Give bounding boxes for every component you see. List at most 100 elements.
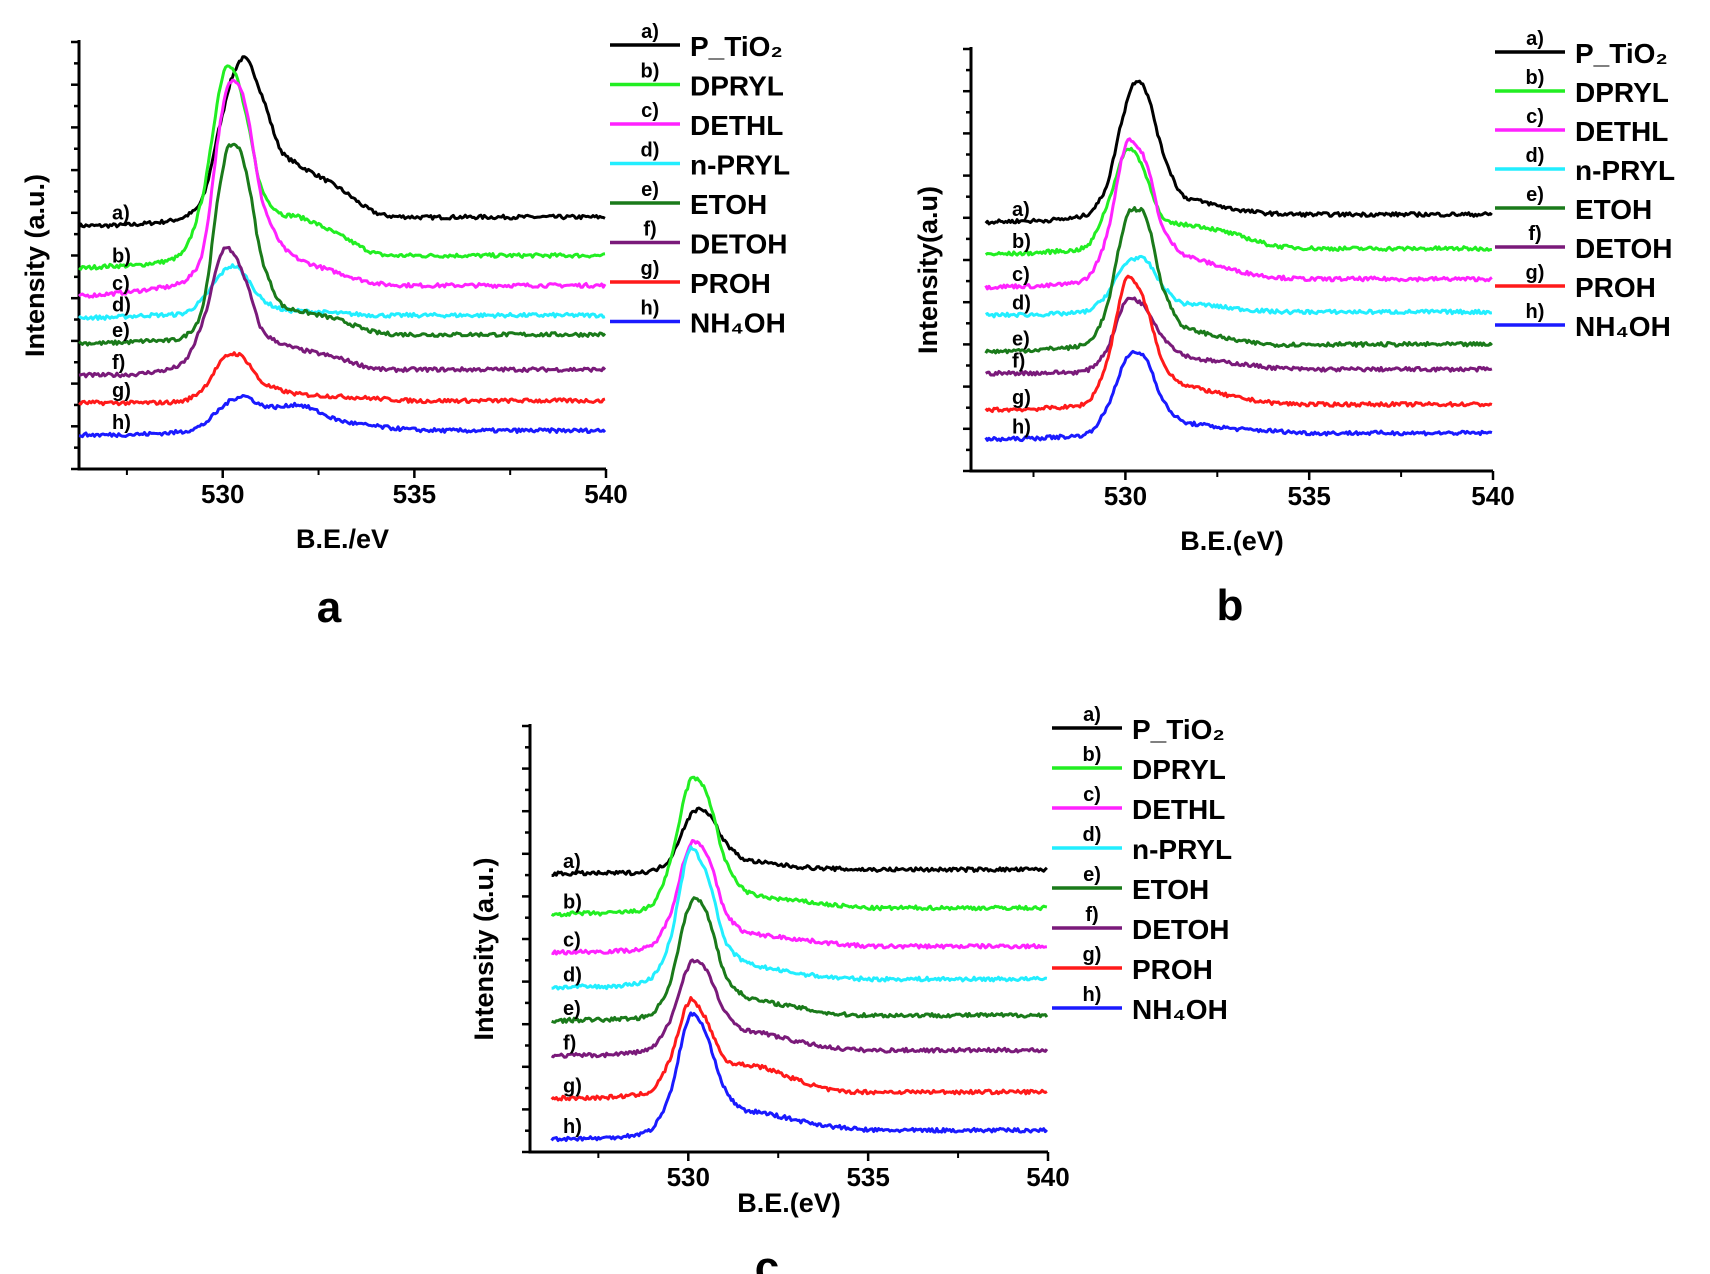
curve-tag: h) [563, 1116, 582, 1138]
legend-tag: d) [1526, 145, 1545, 167]
curve-tag: h) [1012, 416, 1031, 438]
legend-entry: f) DETOH [1052, 904, 1230, 945]
legend-tag: g) [1526, 262, 1545, 284]
curve-tag: d) [1012, 292, 1031, 314]
legend-tag: f) [1528, 223, 1541, 245]
legend-entry: d) n-PRYL [610, 140, 790, 181]
x-tick-label: 530 [1104, 481, 1147, 511]
legend-label: NH₄OH [1575, 311, 1671, 342]
legend-label: ETOH [1132, 874, 1209, 905]
curve-tag: c) [563, 930, 581, 952]
x-tick-label: 540 [1471, 481, 1514, 511]
legend-label: P_TiO₂ [1132, 714, 1225, 745]
legend-entry: a) P_TiO₂ [610, 21, 783, 62]
legend-entry: h) NH₄OH [610, 298, 786, 339]
curve-tag: e) [112, 320, 130, 342]
legend-tag: f) [1085, 904, 1098, 926]
legend-label: NH₄OH [690, 308, 786, 339]
curve-tag: b) [112, 245, 131, 267]
legend-tag: f) [643, 219, 656, 241]
legend-tag: a) [1083, 704, 1101, 726]
legend-label: DETOH [1132, 914, 1230, 945]
legend-entry: g) PROH [610, 258, 771, 299]
series-line-PROH [984, 274, 1493, 414]
panel-c: 530 535 540 B.E.(eV) Intensity (a.u.) c a) a) P_… [469, 704, 1232, 1274]
legend-tag: c) [1083, 784, 1101, 806]
legend-tag: a) [641, 21, 659, 43]
series-line-P_TiO₂ [984, 79, 1493, 226]
legend-label: DETHL [690, 110, 783, 141]
series-line-DETHL [78, 78, 607, 299]
curve-tag: f) [563, 1033, 576, 1055]
curve-tag: d) [112, 294, 131, 316]
panel-label: a [317, 583, 342, 632]
legend-label: DETHL [1575, 116, 1668, 147]
y-axis-label: Intensity(a.u) [913, 186, 943, 354]
curve-tag: g) [112, 380, 131, 402]
legend-entry: h) NH₄OH [1495, 301, 1671, 342]
legend-label: PROH [1132, 954, 1213, 985]
series-line-NH₄OH [550, 1011, 1048, 1143]
legend-entry: e) ETOH [1052, 864, 1209, 905]
curve-tag: c) [112, 273, 130, 295]
legend-entry: c) DETHL [1052, 784, 1225, 825]
curve-tag: a) [1012, 199, 1030, 221]
series-line-DPRYL [550, 775, 1048, 918]
legend-entry: g) PROH [1495, 262, 1656, 303]
curve-tag: a) [563, 851, 581, 873]
legend-entry: a) P_TiO₂ [1495, 28, 1668, 69]
legend-label: n-PRYL [1132, 834, 1232, 865]
legend-tag: h) [1526, 301, 1545, 323]
series-line-ETOH [78, 142, 607, 347]
legend-label: DPRYL [690, 71, 784, 102]
legend-entry: f) DETOH [610, 219, 788, 260]
legend-label: DETOH [1575, 233, 1673, 264]
series-line-DPRYL [984, 146, 1492, 257]
legend-entry: c) DETHL [610, 100, 783, 141]
legend-tag: b) [1526, 67, 1545, 89]
legend-label: ETOH [1575, 194, 1652, 225]
curve-tag: b) [1012, 231, 1031, 253]
curve-tag: d) [563, 965, 582, 987]
y-axis-label: Intensity (a.u.) [20, 174, 50, 357]
legend-entry: c) DETHL [1495, 106, 1668, 147]
legend-entry: h) NH₄OH [1052, 984, 1228, 1025]
legend-tag: h) [641, 298, 660, 320]
series-line-DETOH [984, 296, 1493, 377]
x-tick-label: 530 [201, 479, 244, 509]
legend-tag: b) [1083, 744, 1102, 766]
x-tick-label: 530 [667, 1162, 710, 1192]
legend-label: DETHL [1132, 794, 1225, 825]
series-line-NH₄OH [78, 394, 607, 439]
series-line-NH₄OH [984, 349, 1493, 443]
series-line-PROH [550, 996, 1048, 1102]
legend-entry: a) P_TiO₂ [1052, 704, 1225, 745]
series-line-PROH [78, 351, 606, 407]
series-line-P_TiO₂ [551, 806, 1048, 877]
legend-tag: d) [1083, 824, 1102, 846]
y-axis-label: Intensity (a.u.) [469, 857, 499, 1040]
panel-a: 530 535 540 B.E./eV Intensity (a.u.) a a) a) P_T… [20, 21, 790, 632]
series-line-n-PRYL [551, 845, 1048, 991]
series-line-DETHL [551, 839, 1048, 956]
series-line-DETOH [78, 245, 607, 379]
legend-label: PROH [1575, 272, 1656, 303]
legend-label: ETOH [690, 189, 767, 220]
series-line-ETOH [551, 896, 1049, 1024]
legend-entry: e) ETOH [1495, 184, 1652, 225]
legend-tag: e) [1526, 184, 1544, 206]
legend-entry: e) ETOH [610, 179, 767, 220]
legend-tag: c) [1526, 106, 1544, 128]
series-line-n-PRYL [984, 254, 1493, 319]
legend-label: DPRYL [1575, 77, 1669, 108]
legend-entry: d) n-PRYL [1052, 824, 1232, 865]
legend-tag: g) [1083, 944, 1102, 966]
legend-label: P_TiO₂ [690, 31, 783, 62]
x-tick-label: 535 [393, 479, 436, 509]
x-axis-label: B.E.(eV) [1180, 526, 1284, 556]
series-line-DETHL [984, 137, 1493, 291]
curve-tag: h) [112, 412, 131, 434]
curve-tag: g) [1012, 387, 1031, 409]
legend-entry: b) DPRYL [1052, 744, 1226, 785]
